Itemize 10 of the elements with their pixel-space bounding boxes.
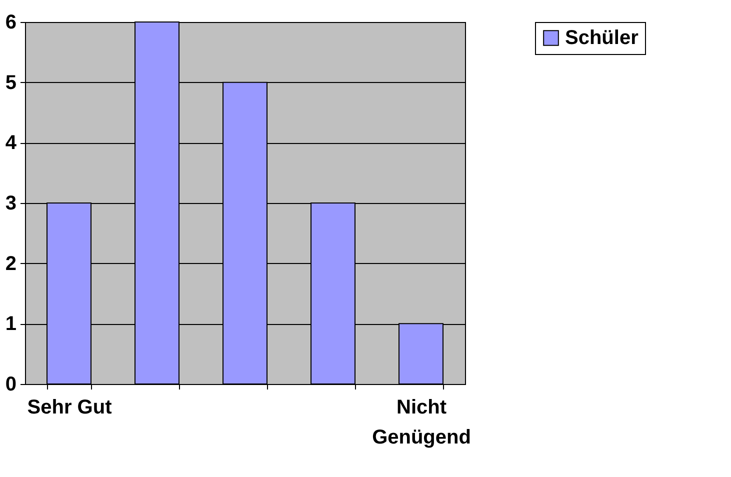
legend-label: Schüler [565, 27, 639, 49]
y-tick-label: 4 [5, 132, 18, 154]
y-tick-label: 1 [5, 313, 16, 336]
y-tick-label: 0 [5, 374, 16, 396]
y-tick-label: 2 [5, 252, 16, 275]
x-tick-label: Nicht Genügend [372, 396, 471, 448]
y-tick-label: 6 [5, 12, 16, 34]
y-tick-label: 3 [5, 192, 16, 214]
y-tick-label: 5 [5, 72, 16, 94]
x-tick-label: Sehr Gut [27, 396, 112, 418]
